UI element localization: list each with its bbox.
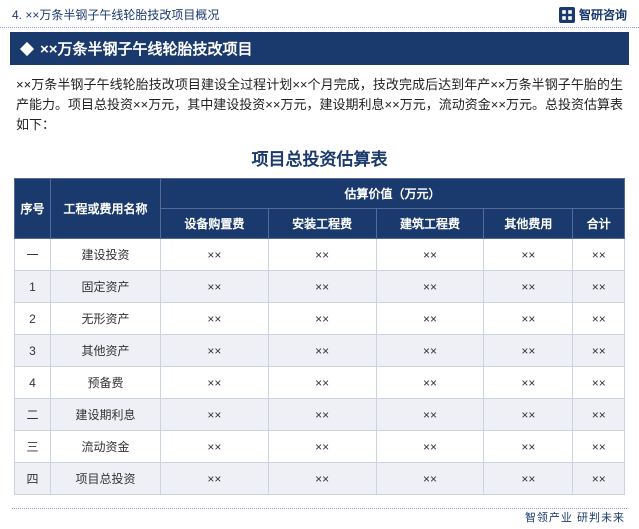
- table-cell: ××: [268, 399, 376, 431]
- table-row: 4预备费××××××××××: [15, 367, 625, 399]
- table-cell: ××: [484, 239, 573, 271]
- table-row: 四项目总投资××××××××××: [15, 463, 625, 495]
- th-seq: 序号: [15, 179, 51, 239]
- table-cell: ××: [376, 399, 484, 431]
- table-cell: ××: [268, 335, 376, 367]
- table-cell: 建设期利息: [51, 399, 161, 431]
- table-cell: 三: [15, 431, 51, 463]
- table-cell: ××: [268, 303, 376, 335]
- diamond-bullet-icon: [20, 41, 34, 55]
- table-cell: 1: [15, 271, 51, 303]
- table-row: 2无形资产××××××××××: [15, 303, 625, 335]
- table-cell: ××: [376, 239, 484, 271]
- table-cell: ××: [161, 367, 269, 399]
- breadcrumb-text: 4. ××万条半钢子午线轮胎技改项目概况: [12, 6, 559, 23]
- table-cell: ××: [573, 271, 625, 303]
- table-cell: ××: [161, 399, 269, 431]
- th-name: 工程或费用名称: [51, 179, 161, 239]
- table-body: 一建设投资××××××××××1固定资产××××××××××2无形资产×××××…: [15, 239, 625, 495]
- table-cell: 建设投资: [51, 239, 161, 271]
- table-cell: 项目总投资: [51, 463, 161, 495]
- table-cell: ××: [573, 431, 625, 463]
- table-cell: ××: [376, 463, 484, 495]
- table-cell: ××: [161, 431, 269, 463]
- table-cell: ××: [161, 303, 269, 335]
- table-cell: 四: [15, 463, 51, 495]
- table-cell: ××: [376, 303, 484, 335]
- brand-name: 智研咨询: [579, 6, 627, 23]
- th-sub-0: 设备购置费: [161, 209, 269, 239]
- table-cell: ××: [268, 367, 376, 399]
- table-cell: ××: [484, 463, 573, 495]
- table-cell: ××: [161, 239, 269, 271]
- table-cell: ××: [376, 431, 484, 463]
- table-cell: 预备费: [51, 367, 161, 399]
- table-cell: ××: [484, 271, 573, 303]
- table-cell: ××: [268, 271, 376, 303]
- breadcrumb-bar: 4. ××万条半钢子午线轮胎技改项目概况 智研咨询: [0, 0, 639, 28]
- table-title: 项目总投资估算表: [0, 145, 639, 170]
- th-group: 估算价值（万元）: [161, 179, 625, 209]
- table-cell: ××: [484, 303, 573, 335]
- table-cell: 二: [15, 399, 51, 431]
- investment-table: 序号 工程或费用名称 估算价值（万元） 设备购置费 安装工程费 建筑工程费 其他…: [14, 178, 625, 495]
- table-cell: ××: [376, 335, 484, 367]
- table-row: 1固定资产××××××××××: [15, 271, 625, 303]
- table-cell: 流动资金: [51, 431, 161, 463]
- table-cell: ××: [376, 367, 484, 399]
- page-title: ××万条半钢子午线轮胎技改项目: [40, 38, 253, 59]
- brand: 智研咨询: [559, 6, 627, 23]
- table-wrapper: 序号 工程或费用名称 估算价值（万元） 设备购置费 安装工程费 建筑工程费 其他…: [0, 178, 639, 495]
- th-sub-2: 建筑工程费: [376, 209, 484, 239]
- table-cell: 一: [15, 239, 51, 271]
- table-cell: ××: [484, 399, 573, 431]
- table-cell: ××: [573, 367, 625, 399]
- table-cell: ××: [484, 335, 573, 367]
- table-cell: 2: [15, 303, 51, 335]
- table-row: 一建设投资××××××××××: [15, 239, 625, 271]
- table-cell: ××: [573, 239, 625, 271]
- table-row: 三流动资金××××××××××: [15, 431, 625, 463]
- table-cell: ××: [161, 271, 269, 303]
- th-sub-4: 合计: [573, 209, 625, 239]
- table-cell: ××: [573, 399, 625, 431]
- table-cell: ××: [573, 463, 625, 495]
- table-cell: 无形资产: [51, 303, 161, 335]
- table-cell: ××: [484, 367, 573, 399]
- footer-text: 智领产业 研判未来: [525, 509, 625, 525]
- table-cell: ××: [573, 303, 625, 335]
- table-cell: 3: [15, 335, 51, 367]
- table-row: 3其他资产××××××××××: [15, 335, 625, 367]
- table-cell: ××: [268, 239, 376, 271]
- table-cell: ××: [161, 335, 269, 367]
- description-text: ××万条半钢子午线轮胎技改项目建设全过程计划××个月完成，技改完成后达到年产××…: [0, 65, 639, 141]
- table-cell: 4: [15, 367, 51, 399]
- table-cell: ××: [573, 335, 625, 367]
- table-row: 二建设期利息××××××××××: [15, 399, 625, 431]
- th-sub-1: 安装工程费: [268, 209, 376, 239]
- brand-logo-icon: [559, 7, 575, 23]
- table-cell: ××: [376, 271, 484, 303]
- table-cell: 固定资产: [51, 271, 161, 303]
- table-cell: 其他资产: [51, 335, 161, 367]
- title-bar: ××万条半钢子午线轮胎技改项目: [10, 32, 629, 65]
- table-cell: ××: [484, 431, 573, 463]
- th-sub-3: 其他费用: [484, 209, 573, 239]
- table-cell: ××: [268, 431, 376, 463]
- table-cell: ××: [161, 463, 269, 495]
- table-cell: ××: [268, 463, 376, 495]
